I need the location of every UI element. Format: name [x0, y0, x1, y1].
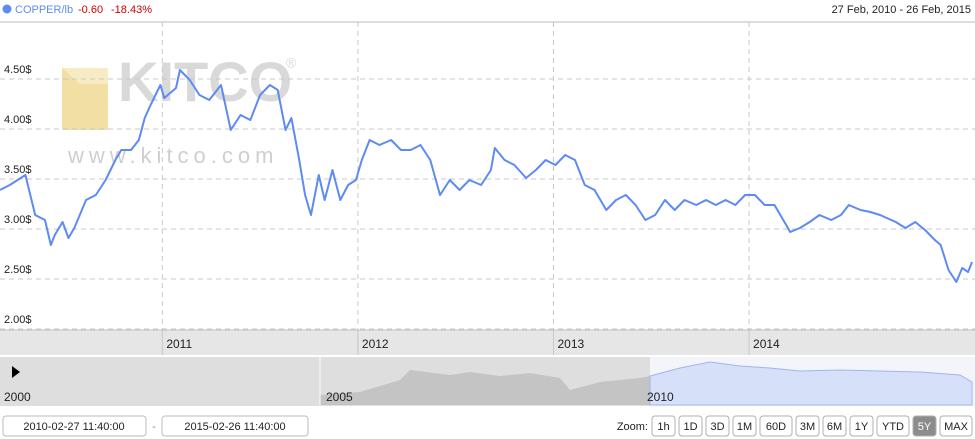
zoom-button[interactable]: 1h	[651, 415, 676, 437]
zoom-button-box[interactable]	[678, 415, 703, 437]
zoom-button-box[interactable]	[795, 415, 820, 437]
zoom-button-label: 1D	[683, 421, 697, 433]
zoom-button-label: 60D	[766, 421, 786, 433]
navigator-label: 2000	[4, 390, 31, 404]
zoom-button[interactable]: 5Y	[912, 415, 937, 437]
y-tick-label: 2.00$	[4, 314, 32, 326]
x-tick-label: 2012	[362, 337, 389, 351]
zoom-button[interactable]: 1D	[678, 415, 703, 437]
y-tick-label: 3.50$	[4, 164, 32, 176]
y-tick-label: 4.00$	[4, 114, 32, 126]
zoom-button-label: 1Y	[855, 421, 869, 433]
x-tick-label: 2013	[557, 337, 584, 351]
zoom-button-label: 1h	[657, 421, 669, 433]
zoom-button-box[interactable]	[849, 415, 874, 437]
zoom-button-box[interactable]	[759, 415, 793, 437]
from-input[interactable]	[2, 415, 147, 437]
x-axis-band	[0, 330, 975, 355]
price-line	[0, 69, 973, 283]
zoom-button-label: 1M	[737, 421, 752, 433]
y-tick-label: 3.00$	[4, 214, 32, 226]
to-input[interactable]	[161, 415, 309, 437]
zoom-button[interactable]: 6M	[822, 415, 847, 437]
zoom-button-label: 3D	[710, 421, 724, 433]
zoom-button-label: 3M	[800, 421, 815, 433]
zoom-button-box[interactable]	[651, 415, 676, 437]
navigator-window-series	[649, 361, 973, 406]
zoom-button[interactable]: 1Y	[849, 415, 874, 437]
zoom-button-box[interactable]	[939, 415, 973, 437]
logo-box-top	[62, 68, 108, 84]
zoom-button[interactable]: 3D	[705, 415, 730, 437]
date-separator: -	[152, 421, 156, 433]
navigator-label: 2010	[647, 390, 674, 404]
zoom-button-label: 5Y	[918, 421, 932, 433]
zoom-button-box[interactable]	[876, 415, 910, 437]
from-date: 2010-02-27 11:40:00	[23, 421, 124, 433]
zoom-button[interactable]: YTD	[876, 415, 910, 437]
y-tick-label: 2.50$	[4, 264, 32, 276]
zoom-button-label: MAX	[944, 421, 969, 433]
zoom-button[interactable]: 60D	[759, 415, 793, 437]
zoom-button[interactable]: 1M	[732, 415, 757, 437]
change-percent: -18.43%	[111, 4, 152, 16]
zoom-button-box[interactable]	[705, 415, 730, 437]
to-date: 2015-02-26 11:40:00	[184, 421, 285, 433]
legend-label: COPPER/lb	[15, 4, 73, 16]
navigator-history	[320, 370, 650, 405]
zoom-button-box[interactable]	[822, 415, 847, 437]
watermark: KITCO ® www.kitco.com	[62, 50, 297, 168]
zoom-button-box[interactable]	[732, 415, 757, 437]
zoom-button[interactable]: MAX	[939, 415, 973, 437]
x-tick-label: 2011	[166, 337, 192, 351]
zoom-button-box[interactable]	[912, 415, 937, 437]
legend-dot	[2, 4, 12, 14]
zoom-button-label: YTD	[882, 421, 904, 433]
date-range: 27 Feb, 2010 - 26 Feb, 2015	[832, 4, 971, 16]
zoom-label: Zoom:	[617, 421, 648, 433]
y-tick-label: 4.50$	[4, 64, 32, 76]
navigator-label: 2005	[326, 390, 353, 404]
zoom-button-label: 6M	[827, 421, 842, 433]
play-button[interactable]	[12, 366, 20, 378]
watermark-url: www.kitco.com	[67, 143, 278, 168]
watermark-mark: ®	[286, 55, 297, 71]
change: -0.60	[78, 4, 103, 16]
x-tick-label: 2014	[753, 337, 780, 351]
zoom-button[interactable]: 3M	[795, 415, 820, 437]
watermark-brand: KITCO	[118, 50, 292, 113]
